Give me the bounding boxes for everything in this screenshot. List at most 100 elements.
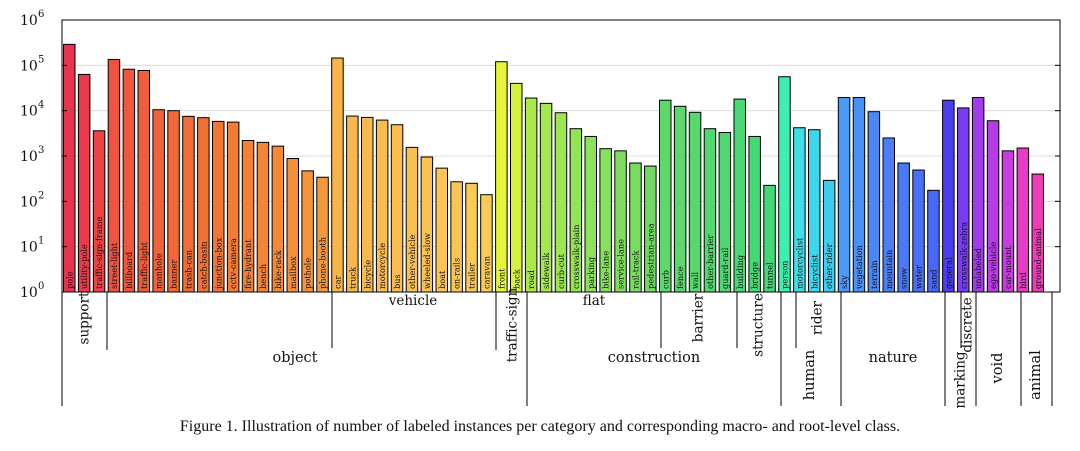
bar-label-trash-can: trash-can: [183, 249, 193, 289]
bar-label-banner: banner: [169, 259, 179, 289]
bar-label-phone-booth: phone-booth: [318, 236, 328, 289]
root-label-void: void: [990, 353, 1006, 385]
bar-label-vegetation: vegetation: [854, 244, 864, 290]
bar-truck: [346, 115, 359, 293]
bar-label-terrain: terrain: [869, 260, 879, 289]
macro-label-rider: rider: [810, 301, 826, 335]
bars: [63, 43, 1044, 293]
bar-back: [510, 82, 523, 293]
bar-pole: [63, 43, 76, 293]
bar-label-snow: snow: [899, 268, 909, 289]
bar-car: [331, 57, 344, 293]
bar-label-unlabeled: unlabeled: [973, 248, 983, 289]
bar-label-sand: sand: [928, 269, 938, 289]
bar-curb: [659, 99, 672, 293]
bar-label-other-barrier: other-barrier: [705, 235, 715, 289]
bar-label-front: front: [496, 268, 506, 289]
bar-label-mailbox: mailbox: [288, 256, 298, 289]
macro-label-marking: marking: [953, 351, 969, 408]
bar-label-fire-hydrant: fire-hydrant: [243, 239, 253, 289]
root-label-construction: construction: [608, 350, 700, 366]
bar-labels: pole utility-pole traffic-sign-frame street…: [64, 216, 1043, 290]
bar-label-bird: bird: [1018, 272, 1028, 289]
macro-label-barrier: barrier: [691, 293, 707, 342]
bar-label-traffic-sign-frame: traffic-sign-frame: [94, 216, 104, 289]
bar-label-cctv-camera: cctv-camera: [228, 238, 238, 289]
bar-label-building: building: [735, 255, 745, 289]
figure-caption: Figure 1. Illustration of number of labe…: [179, 418, 901, 435]
bar-label-bike-rack: bike-rack: [273, 249, 283, 289]
bar-label-mountain: mountain: [884, 249, 894, 289]
root-label-object: object: [272, 350, 317, 366]
bar-bus: [390, 124, 404, 293]
bar-label-wheeled-slow: wheeled-slow: [422, 233, 432, 289]
bar-label-water: water: [914, 265, 924, 289]
macro-label-structure: structure: [751, 293, 767, 357]
y-tick-exponent: 6: [38, 9, 44, 20]
bar-label-bridge: bridge: [750, 262, 760, 289]
macro-label-vehicle: vehicle: [388, 293, 438, 309]
macro-label-traffic-sign: traffic-sign: [505, 287, 521, 362]
bar-label-trailer: trailer: [467, 263, 477, 289]
bar-label-bicycle: bicycle: [362, 260, 372, 289]
y-tick-exponent: 0: [38, 281, 44, 292]
bar-label-guard-rail: guard-rail: [720, 247, 730, 289]
bar-label-bicyclist: bicyclist: [809, 254, 819, 289]
y-tick-exponent: 4: [38, 100, 44, 111]
y-tick-exponent: 2: [38, 190, 44, 201]
bar-label-wall: wall: [690, 271, 700, 289]
bar-label-manhole: manhole: [154, 253, 164, 289]
bar-label-general: general: [943, 257, 953, 289]
y-tick-exponent: 5: [38, 54, 44, 65]
bar-label-motorcyclist: motorcyclist: [794, 237, 804, 289]
bar-label-truck: truck: [347, 266, 357, 289]
bar-label-sky: sky: [839, 275, 849, 289]
bar-label-service-lane: service-lane: [616, 239, 626, 289]
bar-label-billboard: billboard: [124, 252, 134, 289]
bar-label-car-mount: car-mount: [1003, 246, 1013, 289]
macro-label-flat: flat: [583, 293, 606, 309]
bar-road: [524, 97, 538, 293]
y-tick-label: 10: [20, 285, 38, 301]
y-tick-exponent: 1: [38, 236, 44, 247]
bar-label-street-light: street-light: [109, 242, 119, 289]
y-tick-label: 10: [20, 104, 38, 120]
bar-label-person: person: [779, 260, 789, 289]
bar-label-bench: bench: [258, 263, 268, 289]
bar-label-fence: fence: [675, 266, 685, 289]
bar-sky: [837, 97, 851, 293]
y-tick-label: 10: [20, 149, 38, 165]
bar-label-motorcycle: motorcycle: [377, 243, 387, 289]
root-label-animal: animal: [1028, 350, 1044, 400]
bar-label-bus: bus: [392, 274, 402, 289]
y-tick-label: 10: [20, 58, 38, 74]
bar-label-boat: boat: [437, 270, 447, 289]
bar-label-junction-box: junction-box: [213, 237, 223, 290]
macro-label-discrete: discrete: [960, 297, 976, 352]
bar-label-back: back: [511, 268, 521, 289]
bar-label-sidewalk: sidewalk: [541, 252, 551, 289]
bar-chart: pole utility-pole traffic-sign-frame street…: [20, 9, 1061, 409]
bar-front: [495, 61, 508, 293]
y-tick-label: 10: [20, 194, 38, 210]
bar-label-road: road: [526, 270, 536, 289]
bar-label-other-vehicle: other-vehicle: [407, 234, 417, 289]
group-annotations: support vehicle traffic-sign flat barrier str…: [61, 287, 1053, 409]
bar-label-crosswalk-zebra: crosswalk-zebra: [958, 222, 968, 289]
bar-label-car: car: [332, 276, 342, 289]
root-label-nature: nature: [869, 350, 918, 366]
bar-label-catch-basin: catch-basin: [198, 241, 208, 289]
bar-label-bike-lane: bike-lane: [601, 251, 611, 289]
bar-label-on-rails: on-rails: [452, 258, 462, 289]
bar-label-curb-cut: curb-cut: [556, 253, 566, 289]
bar-label-pole: pole: [64, 271, 74, 289]
bar-label-traffic-light: traffic-light: [139, 241, 149, 289]
bar-label-curb: curb: [660, 270, 670, 289]
macro-label-support: support: [77, 291, 93, 344]
bar-label-rail-track: rail-track: [630, 250, 640, 289]
y-tick-label: 10: [20, 13, 38, 29]
bar-label-utility-pole: utility-pole: [79, 244, 89, 289]
bar-label-crosswalk-plain: crosswalk-plain: [571, 224, 581, 289]
bar-label-parking: parking: [586, 257, 596, 289]
